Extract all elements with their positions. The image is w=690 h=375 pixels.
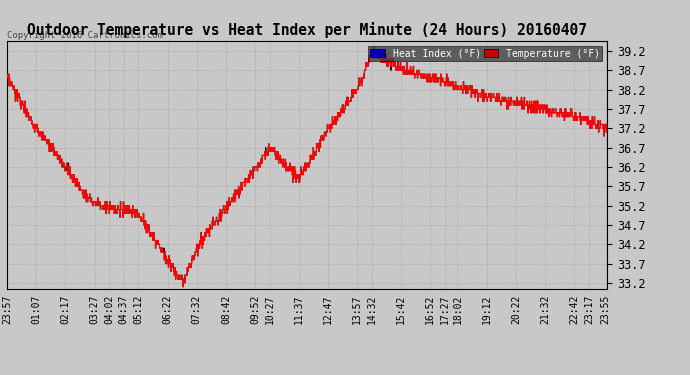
Text: Copyright 2016 Cartronics.com: Copyright 2016 Cartronics.com [7, 31, 163, 40]
Title: Outdoor Temperature vs Heat Index per Minute (24 Hours) 20160407: Outdoor Temperature vs Heat Index per Mi… [27, 22, 587, 38]
Legend: Heat Index (°F), Temperature (°F): Heat Index (°F), Temperature (°F) [368, 46, 602, 61]
